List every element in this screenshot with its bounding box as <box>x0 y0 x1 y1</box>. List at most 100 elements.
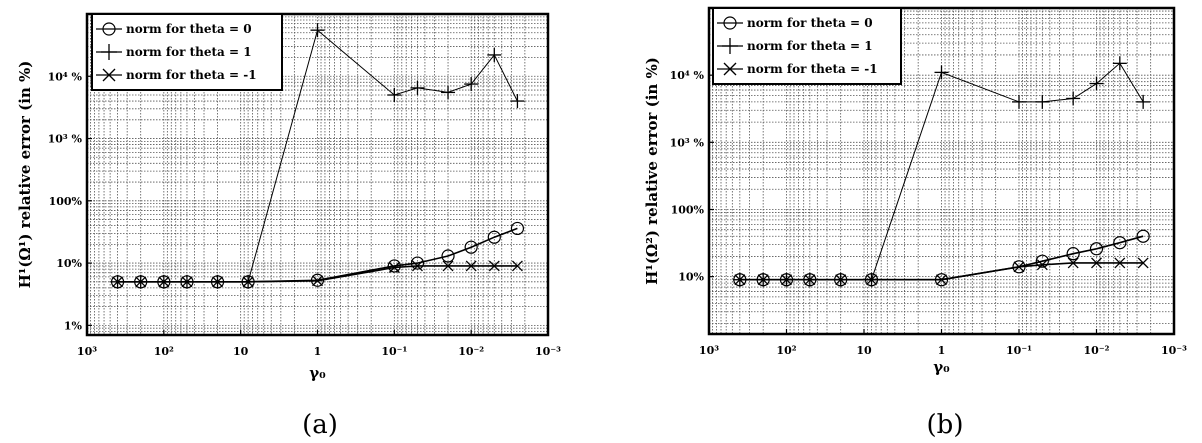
data-point-circle <box>487 230 501 244</box>
data-point-circle <box>934 273 949 287</box>
y-tick-label: 10³ % <box>670 136 705 149</box>
legend-item: norm for theta = -1 <box>717 62 878 76</box>
data-point-circle <box>441 249 455 263</box>
data-point-x <box>511 260 523 272</box>
data-point-x <box>1114 257 1126 269</box>
data-point-circle <box>310 273 325 287</box>
legend-label: norm for theta = 1 <box>126 45 252 59</box>
figure-caption: (b) <box>927 410 964 440</box>
data-point-circle <box>1136 229 1150 243</box>
data-point-circle <box>1035 254 1049 268</box>
data-point-plus <box>1136 94 1151 109</box>
legend-label: norm for theta = -1 <box>747 62 878 76</box>
x-tick-label: 1 <box>314 345 322 358</box>
legend-box <box>712 7 902 85</box>
x-tick-label: 10⁻¹ <box>1006 344 1032 357</box>
data-point-plus <box>1035 94 1050 109</box>
data-point-x <box>465 260 477 272</box>
x-axis-label: γ₀ <box>933 358 950 376</box>
figure-caption: (a) <box>302 410 338 440</box>
y-tick-label: 10³ % <box>48 133 83 146</box>
data-point-circle <box>410 256 425 270</box>
legend-item: norm for theta = -1 <box>96 68 257 82</box>
legend-item: norm for theta = 0 <box>96 22 252 36</box>
x-tick-label: 10⁻² <box>1084 344 1110 357</box>
series-line <box>739 235 1144 281</box>
data-point-circle <box>180 275 194 289</box>
x-tick-label: 10⁻³ <box>1161 344 1187 357</box>
legend-marker-circle <box>102 22 116 36</box>
y-tick-label: 1% <box>64 319 83 332</box>
y-tick-label: 100% <box>49 195 83 208</box>
data-point-circle <box>510 221 525 236</box>
x-tick-label: 10² <box>154 345 174 358</box>
legend-marker-circle <box>723 16 737 30</box>
data-point-circle <box>779 273 794 287</box>
legend-label: norm for theta = 0 <box>126 22 252 36</box>
data-point-circle <box>1066 247 1080 261</box>
x-tick-label: 10³ <box>77 345 97 358</box>
data-point-circle <box>210 275 225 289</box>
y-tick-label: 10% <box>56 257 82 270</box>
data-point-circle <box>110 275 125 289</box>
series-line <box>117 227 518 283</box>
y-axis-label: H¹(Ω²) relative error (in %) <box>643 57 661 285</box>
legend-marker-plus <box>101 44 117 60</box>
data-point-circle <box>464 240 478 254</box>
data-point-circle <box>387 259 401 273</box>
x-tick-label: 10⁻² <box>458 345 484 358</box>
data-point-circle <box>1012 260 1026 274</box>
data-point-circle <box>864 273 879 287</box>
legend-marker-plus <box>722 38 738 54</box>
legend-label: norm for theta = 1 <box>747 39 873 53</box>
legend-label: norm for theta = 0 <box>747 16 873 30</box>
y-tick-label: 10⁴ % <box>48 70 83 83</box>
x-tick-label: 10⁻¹ <box>381 345 407 358</box>
chart-a: 10³ 10² 10 1 10⁻¹ 10⁻² 10⁻³ 1% 10% 100% 10³ % 10⁴ %… <box>16 12 561 440</box>
legend-item: norm for theta = 0 <box>717 16 873 30</box>
data-point-circle <box>157 275 171 289</box>
data-point-plus <box>387 88 402 103</box>
data-point-plus <box>1066 91 1081 106</box>
data-point-circle <box>1113 236 1127 250</box>
data-point-plus <box>1089 76 1104 91</box>
data-point-x <box>1091 257 1102 269</box>
data-point-plus <box>510 94 525 109</box>
y-axis-label: H¹(Ω¹) relative error (in %) <box>16 61 34 289</box>
y-tick-label: 100% <box>671 203 705 216</box>
x-tick-label: 10 <box>233 345 249 358</box>
data-point-plus <box>410 80 425 95</box>
data-point-x <box>1067 257 1079 269</box>
data-point-circle <box>803 273 817 287</box>
data-point-plus <box>1012 94 1026 109</box>
y-tick-label: 10% <box>678 271 704 284</box>
chart-b: 10³ 10² 10 1 10⁻¹ 10⁻² 10⁻³ 10% 100% 10³ % 10⁴ % γ₀… <box>643 6 1187 440</box>
x-tick-label: 10 <box>856 344 872 357</box>
data-point-circle <box>241 275 255 289</box>
legend: norm for theta = 0 norm for theta = 1 norm… <box>712 7 902 85</box>
data-point-circle <box>834 273 848 287</box>
data-point-circle <box>756 273 770 287</box>
y-tick-label: 10⁴ % <box>670 69 705 82</box>
legend-marker-x <box>723 62 737 76</box>
data-point-circle <box>134 275 148 289</box>
legend-label: norm for theta = -1 <box>126 68 257 82</box>
legend-item: norm for theta = 1 <box>96 44 252 60</box>
data-point-plus <box>464 77 479 92</box>
x-tick-label: 1 <box>938 344 946 357</box>
data-point-plus <box>1112 56 1127 71</box>
data-point-x <box>488 260 500 272</box>
data-point-circle <box>1089 242 1104 256</box>
data-point-plus <box>441 85 456 100</box>
x-axis-label: γ₀ <box>309 364 326 382</box>
x-tick-label: 10⁻³ <box>535 345 561 358</box>
x-tick-label: 10³ <box>699 344 719 357</box>
data-point-x <box>1137 257 1149 269</box>
data-point-x <box>442 260 454 272</box>
legend: norm for theta = 0 norm for theta = 1 norm… <box>91 13 283 91</box>
legend-box <box>91 13 283 91</box>
data-point-plus <box>934 65 949 80</box>
data-point-circle <box>733 273 747 287</box>
legend-marker-x <box>102 68 116 82</box>
